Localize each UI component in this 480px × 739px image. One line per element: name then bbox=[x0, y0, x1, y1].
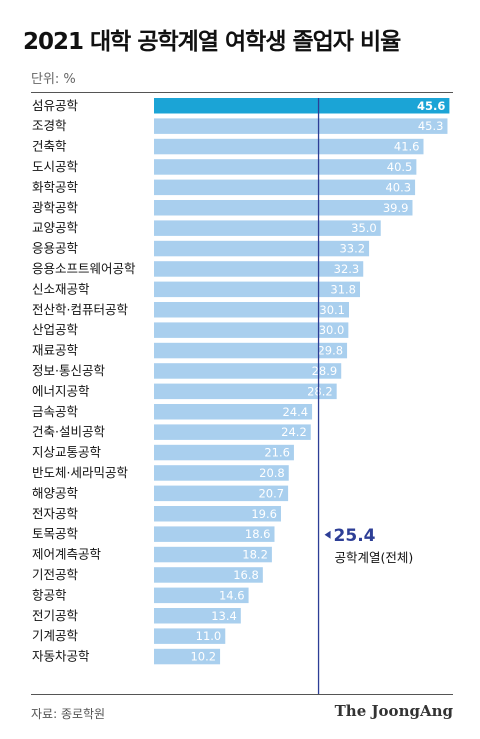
bar bbox=[154, 302, 349, 318]
chart-title: 2021 대학 공학계열 여학생 졸업자 비율 bbox=[23, 29, 401, 55]
category-label: 조경학 bbox=[32, 118, 67, 133]
value-label: 29.8 bbox=[317, 344, 343, 358]
category-label: 응용소프트웨어공학 bbox=[32, 261, 136, 276]
value-label: 45.3 bbox=[418, 119, 444, 133]
value-label: 33.2 bbox=[339, 242, 365, 256]
value-label: 10.2 bbox=[190, 650, 216, 664]
value-label: 13.4 bbox=[211, 609, 237, 623]
category-label: 토목공학 bbox=[32, 526, 79, 541]
category-label: 화학공학 bbox=[32, 179, 79, 194]
bar bbox=[154, 648, 221, 665]
value-label: 20.8 bbox=[259, 466, 285, 480]
bar bbox=[154, 179, 416, 196]
bar bbox=[154, 200, 413, 216]
category-label: 기전공학 bbox=[32, 567, 79, 582]
category-label: 교양공학 bbox=[32, 220, 79, 235]
category-label: 신소재공학 bbox=[32, 281, 90, 296]
bar bbox=[154, 628, 226, 644]
value-label: 40.3 bbox=[385, 180, 411, 194]
value-label: 40.5 bbox=[387, 160, 413, 174]
bar bbox=[154, 118, 448, 134]
bar bbox=[154, 424, 311, 440]
category-label: 재료공학 bbox=[32, 343, 79, 358]
category-label: 해양공학 bbox=[32, 485, 79, 500]
bar bbox=[154, 608, 241, 624]
source-label: 자료: 종로학원 bbox=[31, 707, 106, 721]
bar bbox=[154, 240, 370, 257]
bar bbox=[154, 261, 364, 277]
value-label: 19.6 bbox=[251, 507, 277, 521]
value-label: 31.8 bbox=[330, 282, 356, 296]
category-label: 전기공학 bbox=[32, 608, 79, 623]
category-label: 기계공학 bbox=[32, 628, 79, 643]
category-label: 건축학 bbox=[32, 139, 67, 154]
top-rule bbox=[31, 92, 453, 93]
bar bbox=[154, 506, 281, 522]
value-label: 30.0 bbox=[319, 323, 345, 337]
value-label: 28.2 bbox=[307, 384, 333, 398]
category-label: 전산학·컴퓨터공학 bbox=[32, 302, 128, 317]
value-label: 28.9 bbox=[312, 364, 338, 378]
bar bbox=[154, 159, 417, 175]
bar bbox=[154, 587, 249, 604]
bar bbox=[154, 546, 272, 563]
bar bbox=[154, 485, 289, 502]
reference-value: 25.4 bbox=[334, 526, 376, 546]
value-label: 16.8 bbox=[233, 568, 259, 582]
category-label: 정보·통신공학 bbox=[32, 363, 105, 378]
value-label: 14.6 bbox=[219, 588, 245, 602]
bar bbox=[154, 220, 381, 236]
category-label: 산업공학 bbox=[32, 322, 79, 337]
value-label: 35.0 bbox=[351, 221, 377, 235]
bar bbox=[154, 526, 275, 542]
value-label: 32.3 bbox=[334, 262, 360, 276]
value-label: 18.6 bbox=[245, 527, 271, 541]
category-label: 광학공학 bbox=[32, 200, 79, 215]
category-label: 금속공학 bbox=[32, 404, 79, 419]
value-label: 18.2 bbox=[242, 548, 268, 562]
bottom-rule bbox=[31, 694, 453, 695]
value-label: 41.6 bbox=[394, 140, 420, 154]
value-label: 39.9 bbox=[383, 201, 409, 215]
category-label: 지상교통공학 bbox=[32, 445, 102, 460]
bar bbox=[154, 383, 337, 400]
category-label: 섬유공학 bbox=[32, 98, 79, 113]
category-label: 전자공학 bbox=[32, 506, 79, 521]
bar bbox=[154, 363, 342, 379]
category-label: 건축·설비공학 bbox=[32, 424, 105, 439]
value-label: 30.1 bbox=[319, 303, 345, 317]
bar bbox=[154, 138, 424, 155]
value-label: 24.2 bbox=[281, 425, 307, 439]
category-label: 제어계측공학 bbox=[32, 547, 102, 562]
bar bbox=[154, 465, 289, 481]
value-label: 45.6 bbox=[417, 99, 445, 113]
unit-label: 단위: % bbox=[31, 72, 76, 87]
bar bbox=[154, 444, 294, 461]
brand-logo: The JoongAng bbox=[334, 702, 453, 720]
bar bbox=[154, 342, 348, 359]
bar bbox=[154, 567, 263, 583]
category-label: 도시공학 bbox=[32, 159, 79, 174]
category-label: 에너지공학 bbox=[32, 383, 90, 398]
bar bbox=[154, 404, 313, 420]
category-label: 항공학 bbox=[32, 587, 67, 602]
bar bbox=[154, 98, 450, 114]
category-label: 응용공학 bbox=[32, 241, 79, 256]
category-label: 자동차공학 bbox=[32, 649, 90, 664]
bar bbox=[154, 281, 361, 298]
bar bbox=[154, 322, 349, 338]
value-label: 24.4 bbox=[282, 405, 308, 419]
value-label: 21.6 bbox=[264, 446, 290, 460]
category-label: 반도체·세라믹공학 bbox=[32, 465, 128, 480]
reference-arrow-icon bbox=[324, 530, 331, 539]
reference-label: 공학계열(전체) bbox=[335, 550, 414, 565]
value-label: 11.0 bbox=[196, 629, 222, 643]
value-label: 20.7 bbox=[258, 486, 284, 500]
